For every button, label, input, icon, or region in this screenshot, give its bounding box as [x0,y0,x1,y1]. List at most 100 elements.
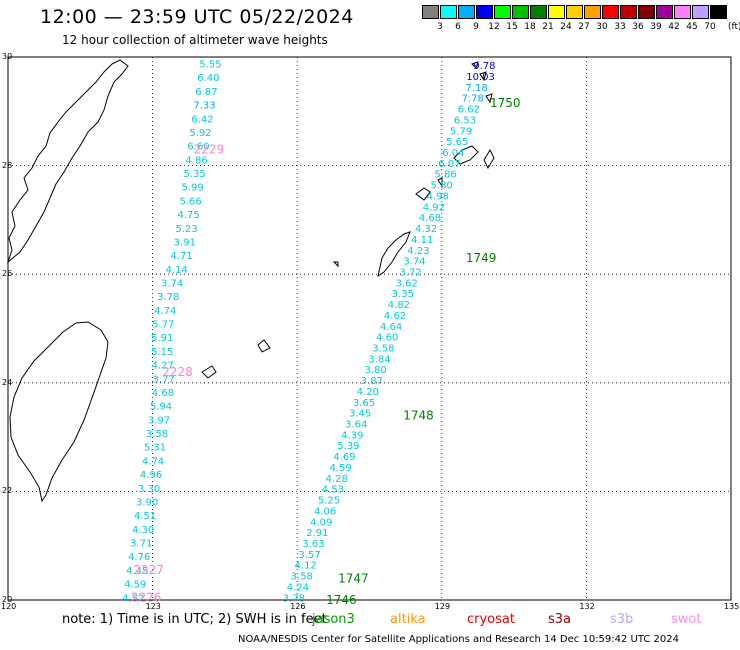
wave-height-value: 4.71 [170,251,192,262]
wave-height-value: 5.35 [183,169,205,180]
pass-time-label: 1746 [326,593,357,607]
wave-height-value: 4.86 [185,155,207,166]
wave-height-value: 5.94 [150,402,172,413]
color-swatch [512,5,529,19]
color-swatch [602,5,619,19]
color-scale-unit: (ft) [728,22,740,32]
satellite-name-cryosat: cryosat [467,612,515,627]
wave-height-value: 6.42 [191,114,213,125]
wave-height-value: 4.51 [134,511,156,522]
wave-height-value: 6.07 [438,159,460,170]
wave-height-value: 3.45 [349,409,371,420]
wave-height-value: 4.11 [411,235,433,246]
wave-height-value: 5.15 [151,347,173,358]
color-swatch [458,5,475,19]
wave-height-value: 4.32 [415,224,437,235]
color-swatch [440,5,457,19]
color-scale-label: 12 [488,22,500,32]
satellite-name-s3b: s3b [610,612,634,627]
wave-height-value: 3.74 [161,278,183,289]
wave-height-value: 4.68 [152,388,174,399]
wave-height-value: 3.58 [372,344,394,355]
wave-height-value: 4.96 [140,470,162,481]
wave-height-value: 3.80 [364,365,386,376]
wave-height-value: 9.78 [473,61,495,72]
amami-coastline [415,187,431,201]
graticule [8,57,731,600]
wave-height-map: 5.55 6.40 6.87 7.33 6.42 5.92 6.60 4.86 5.35 5.99… [6,56,732,607]
kyushu-islands-coastline [332,61,493,268]
wave-height-value: 6.87 [195,87,217,98]
wave-height-value: 5.65 [446,137,468,148]
wave-height-value: 3.90 [136,497,158,508]
wave-height-value: 4.82 [388,300,410,311]
wave-height-value: 4.75 [178,210,200,221]
longitude-label: 129 [434,602,451,611]
wave-height-value: 4.76 [128,552,150,563]
wave-height-value: 3.97 [148,415,170,426]
wave-height-value: 3.87 [361,376,383,387]
wave-height-value: 4.45 [126,566,148,577]
color-scale-label: 39 [650,22,662,32]
wave-height-value: 6.62 [458,105,480,116]
wave-height-value: 7.78 [462,94,484,105]
wave-height-value: 5.31 [144,443,166,454]
wave-height-value: 6.53 [454,115,476,126]
satellite-name-jason3: jason3 [312,612,355,627]
wave-height-value: 3.72 [399,267,421,278]
color-scale-label: 6 [455,22,461,32]
longitude-label: 135 [724,602,740,611]
color-scale-label: 27 [578,22,590,32]
wave-height-value: 4.20 [357,387,379,398]
color-swatch [584,5,601,19]
color-swatch [566,5,583,19]
color-swatch [476,5,493,19]
color-scale-label: 15 [506,22,518,32]
wave-height-value: 3.63 [302,539,324,550]
wave-height-value: 4.74 [142,456,164,467]
pass-time-label: 1749 [466,251,497,265]
longitude-label: 123 [145,602,161,611]
color-swatch [494,5,511,19]
wave-height-value: 5.39 [337,441,359,452]
wave-height-value: 3.65 [353,398,375,409]
wave-height-value: 5.86 [434,170,456,181]
wave-height-value: 4.64 [380,322,402,333]
color-swatch [674,5,691,19]
wave-height-value: 3.57 [298,550,320,561]
pass-time-label: 2229 [194,142,225,156]
wave-height-value: 6.40 [197,73,219,84]
wave-height-value: 4.62 [384,311,406,322]
wave-height-value: 5.80 [431,181,453,192]
wave-height-value: 4.68 [419,213,441,224]
wave-height-value: 3.77 [153,374,175,385]
wave-height-value: 3.58 [146,429,168,440]
wave-height-value: 3.64 [345,420,367,431]
longitude-label: 126 [290,602,306,611]
china-coastline [6,59,129,264]
color-scale-label: 9 [473,22,479,32]
wave-height-value: 4.59 [124,580,146,591]
wave-height-value: 4.06 [314,506,336,517]
wave-height-value: 4.24 [287,582,309,593]
wave-height-value: 3.78 [157,292,179,303]
color-swatch [548,5,565,19]
color-swatch [656,5,673,19]
wave-height-value: 7.18 [466,83,488,94]
color-scale-label: 33 [614,22,626,32]
wave-height-value: 7.33 [193,101,215,112]
color-swatch [710,5,727,19]
wave-height-value: 3.74 [403,257,425,268]
wave-height-value: 4.14 [166,265,188,276]
okinawa-coastline [377,231,411,278]
chart-title: 12:00 — 23:59 UTC 05/22/2024 [40,6,354,28]
wave-height-value: 3.35 [392,289,414,300]
track-west: 5.55 6.40 6.87 7.33 6.42 5.92 6.60 4.86 5.35 5.99… [122,60,224,605]
wave-height-value: 5.79 [450,126,472,137]
wave-height-value: 4.52 [122,593,144,604]
wave-height-value: 3.71 [130,539,152,550]
track-east: 9.7810.037.187.786.626.535.795.656.046.0… [283,61,521,607]
color-scale-label: 3 [437,22,443,32]
satellite-name-swot: swot [671,612,702,627]
color-scale-label: 24 [560,22,572,32]
